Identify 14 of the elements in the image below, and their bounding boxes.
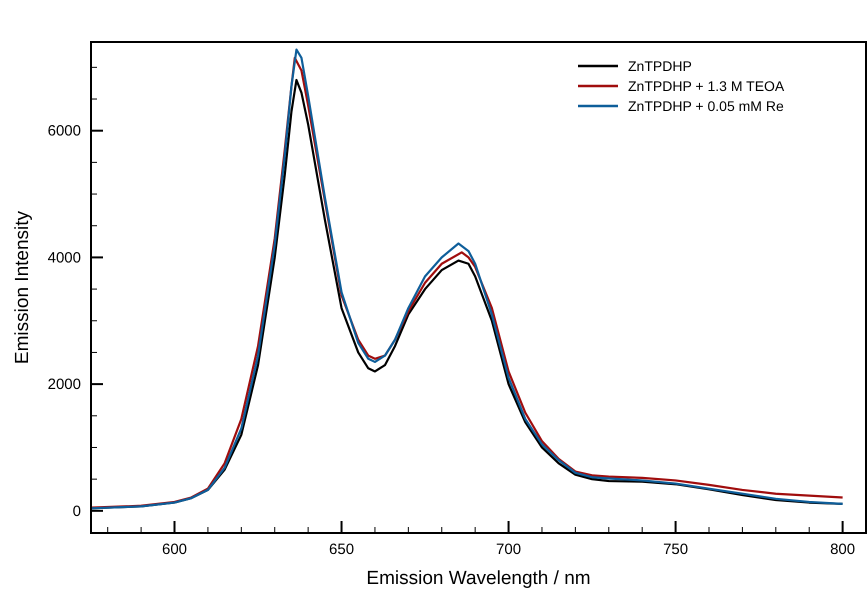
- legend-label: ZnTPDHP + 1.3 M TEOA: [628, 78, 785, 94]
- y-tick-label: 4000: [48, 249, 81, 266]
- legend-label: ZnTPDHP + 0.05 mM Re: [628, 98, 784, 114]
- x-tick-label: 800: [830, 541, 856, 558]
- x-tick-label: 700: [496, 541, 522, 558]
- y-axis-title: Emission Intensity: [12, 210, 33, 364]
- y-tick-label: 2000: [48, 376, 81, 394]
- x-tick-label: 650: [329, 541, 354, 558]
- x-tick-label: 600: [162, 541, 188, 558]
- y-tick-label: 0: [72, 502, 81, 520]
- x-tick-label: 750: [663, 541, 688, 558]
- y-tick-label: 6000: [48, 122, 81, 140]
- legend-label: ZnTPDHP: [628, 58, 692, 74]
- x-axis-title: Emission Wavelength / nm: [366, 568, 591, 589]
